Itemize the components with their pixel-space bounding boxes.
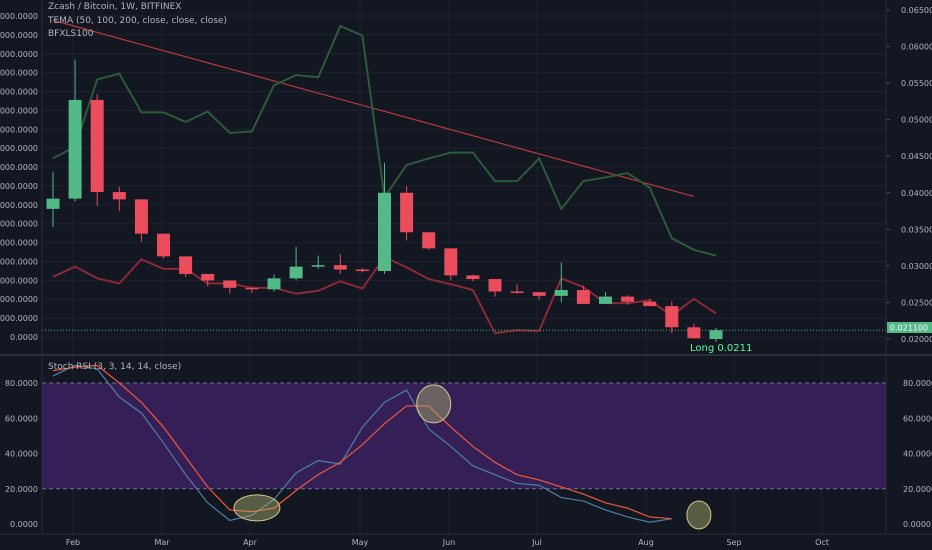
stoch-right-axis-tick: 0.0000 — [903, 520, 931, 529]
candle-body — [179, 256, 193, 274]
left-axis-tick: 15000.0000 — [0, 50, 38, 59]
left-axis-tick: 12000.0000 — [0, 106, 38, 115]
left-axis-tick: 1000.0000 — [0, 314, 38, 323]
time-axis-label: Mar — [154, 538, 170, 547]
symbol-title[interactable]: Zcash / Bitcoin, 1W, BITFINEX — [48, 2, 182, 12]
price-pane[interactable] — [42, 19, 886, 342]
stoch-pane[interactable] — [52, 364, 712, 530]
candle-body — [510, 291, 524, 293]
time-axis-label: Jun — [442, 538, 456, 547]
candle-body — [90, 99, 104, 193]
candle-body — [444, 248, 458, 276]
candle-body — [378, 192, 391, 272]
trendline — [52, 19, 695, 198]
candle-body — [267, 278, 281, 290]
stoch-rsi-legend[interactable]: Stoch RSI (3, 3, 14, 14, close) — [48, 362, 182, 372]
stoch-overbought-band — [42, 383, 886, 489]
stoch-left-axis-tick: 80.0000 — [5, 379, 38, 388]
candle-body — [576, 290, 590, 304]
candle-body — [554, 290, 568, 296]
stoch-left-axis-tick: 0.0000 — [10, 520, 38, 529]
time-axis-label: May — [352, 538, 369, 547]
candle-body — [112, 192, 126, 200]
candle-body — [400, 192, 414, 233]
highlight-ellipse — [686, 500, 712, 530]
stoch-right-axis-tick: 40.0000 — [903, 450, 932, 459]
stoch-right-axis-tick: 20.0000 — [903, 485, 932, 494]
candle-body — [599, 296, 612, 304]
candle-body — [621, 296, 635, 302]
bfxls100-legend[interactable]: BFXLS100 — [48, 29, 94, 39]
left-axis-tick: 5000.0000 — [0, 239, 38, 248]
left-axis-tick: 0.0000 — [10, 333, 38, 342]
candle-body — [355, 269, 369, 272]
candle-body — [68, 99, 82, 199]
time-axis-label: Oct — [815, 538, 829, 547]
stoch-left-axis-tick: 20.0000 — [5, 485, 38, 494]
candle-body — [687, 327, 701, 339]
left-axis-tick: 11000.0000 — [0, 125, 38, 134]
stoch-left-axis-tick: 60.0000 — [5, 414, 38, 423]
left-axis-tick: 2000.0000 — [0, 295, 38, 304]
candle-body — [311, 265, 325, 267]
left-axis-tick: 17000.0000 — [0, 12, 38, 21]
highlight-ellipse — [233, 494, 281, 522]
time-axis-label: Sep — [726, 538, 741, 547]
left-axis-tick: 8000.0000 — [0, 182, 38, 191]
last-price-label: 0.021100 — [890, 324, 928, 333]
left-axis-tick: 3000.0000 — [0, 276, 38, 285]
candle-body — [201, 273, 215, 281]
stoch-left-axis-tick: 40.0000 — [5, 450, 38, 459]
long-position-label: Long 0.0211 — [690, 343, 752, 354]
candle-body — [157, 233, 170, 257]
time-axis-label: Feb — [66, 538, 80, 547]
candle-body — [665, 306, 679, 328]
candle-body — [333, 265, 347, 270]
candle-body — [709, 330, 723, 339]
left-axis-tick: 6000.0000 — [0, 220, 38, 229]
right-axis-tick: 0.020000 — [901, 335, 932, 344]
candle-body — [422, 232, 436, 249]
left-axis-tick: 14000.0000 — [0, 69, 38, 78]
highlight-ellipse — [416, 384, 452, 424]
candle-body — [488, 279, 502, 292]
left-axis-tick: 16000.0000 — [0, 31, 38, 40]
stoch-d-line — [52, 364, 672, 520]
candle-body — [643, 301, 657, 307]
stoch-right-axis-tick: 60.0000 — [903, 414, 932, 423]
stoch-right-axis-tick: 80.0000 — [903, 379, 932, 388]
stoch-k-line — [52, 364, 672, 523]
tema-legend[interactable]: TEMA (50, 100, 200, close, close, close) — [48, 16, 227, 26]
time-axis-label: Aug — [638, 538, 654, 547]
candle-body — [134, 199, 148, 234]
left-axis-tick: 4000.0000 — [0, 257, 38, 266]
last-price-tag — [887, 322, 932, 333]
candle-body — [289, 266, 303, 279]
left-axis-tick: 10000.0000 — [0, 144, 38, 153]
time-axis-label: Apr — [243, 538, 258, 547]
grid-lines — [42, 0, 886, 534]
stoch-band — [42, 382, 886, 490]
candle-body — [245, 287, 259, 290]
candle-body — [466, 275, 480, 280]
left-axis-tick: 13000.0000 — [0, 88, 38, 97]
left-axis-tick: 9000.0000 — [0, 163, 38, 172]
time-axis-label: Jul — [531, 538, 542, 547]
candle-body — [46, 198, 60, 209]
left-axis-tick: 7000.0000 — [0, 201, 38, 210]
candle-body — [223, 280, 237, 288]
candle-body — [532, 292, 546, 296]
